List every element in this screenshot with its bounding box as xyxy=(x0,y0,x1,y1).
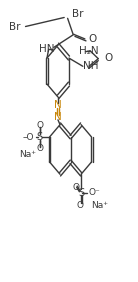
Text: –O: –O xyxy=(22,133,34,142)
Text: O: O xyxy=(36,144,43,153)
Text: Na⁺: Na⁺ xyxy=(20,150,37,159)
Text: O⁻: O⁻ xyxy=(88,188,100,197)
Text: N: N xyxy=(54,112,62,122)
Text: S: S xyxy=(37,132,43,142)
Text: N: N xyxy=(54,100,62,111)
Text: O: O xyxy=(76,201,83,210)
Text: Br: Br xyxy=(9,22,20,32)
Text: O: O xyxy=(88,34,97,44)
Text: Br: Br xyxy=(72,8,84,19)
Text: O: O xyxy=(36,121,43,130)
Text: O: O xyxy=(104,53,112,63)
Text: HN: HN xyxy=(39,44,55,54)
Text: Na⁺: Na⁺ xyxy=(91,201,108,210)
Text: S: S xyxy=(78,188,84,198)
Text: H₂N: H₂N xyxy=(79,46,99,56)
Text: NH: NH xyxy=(83,61,98,71)
Text: O: O xyxy=(72,183,79,192)
